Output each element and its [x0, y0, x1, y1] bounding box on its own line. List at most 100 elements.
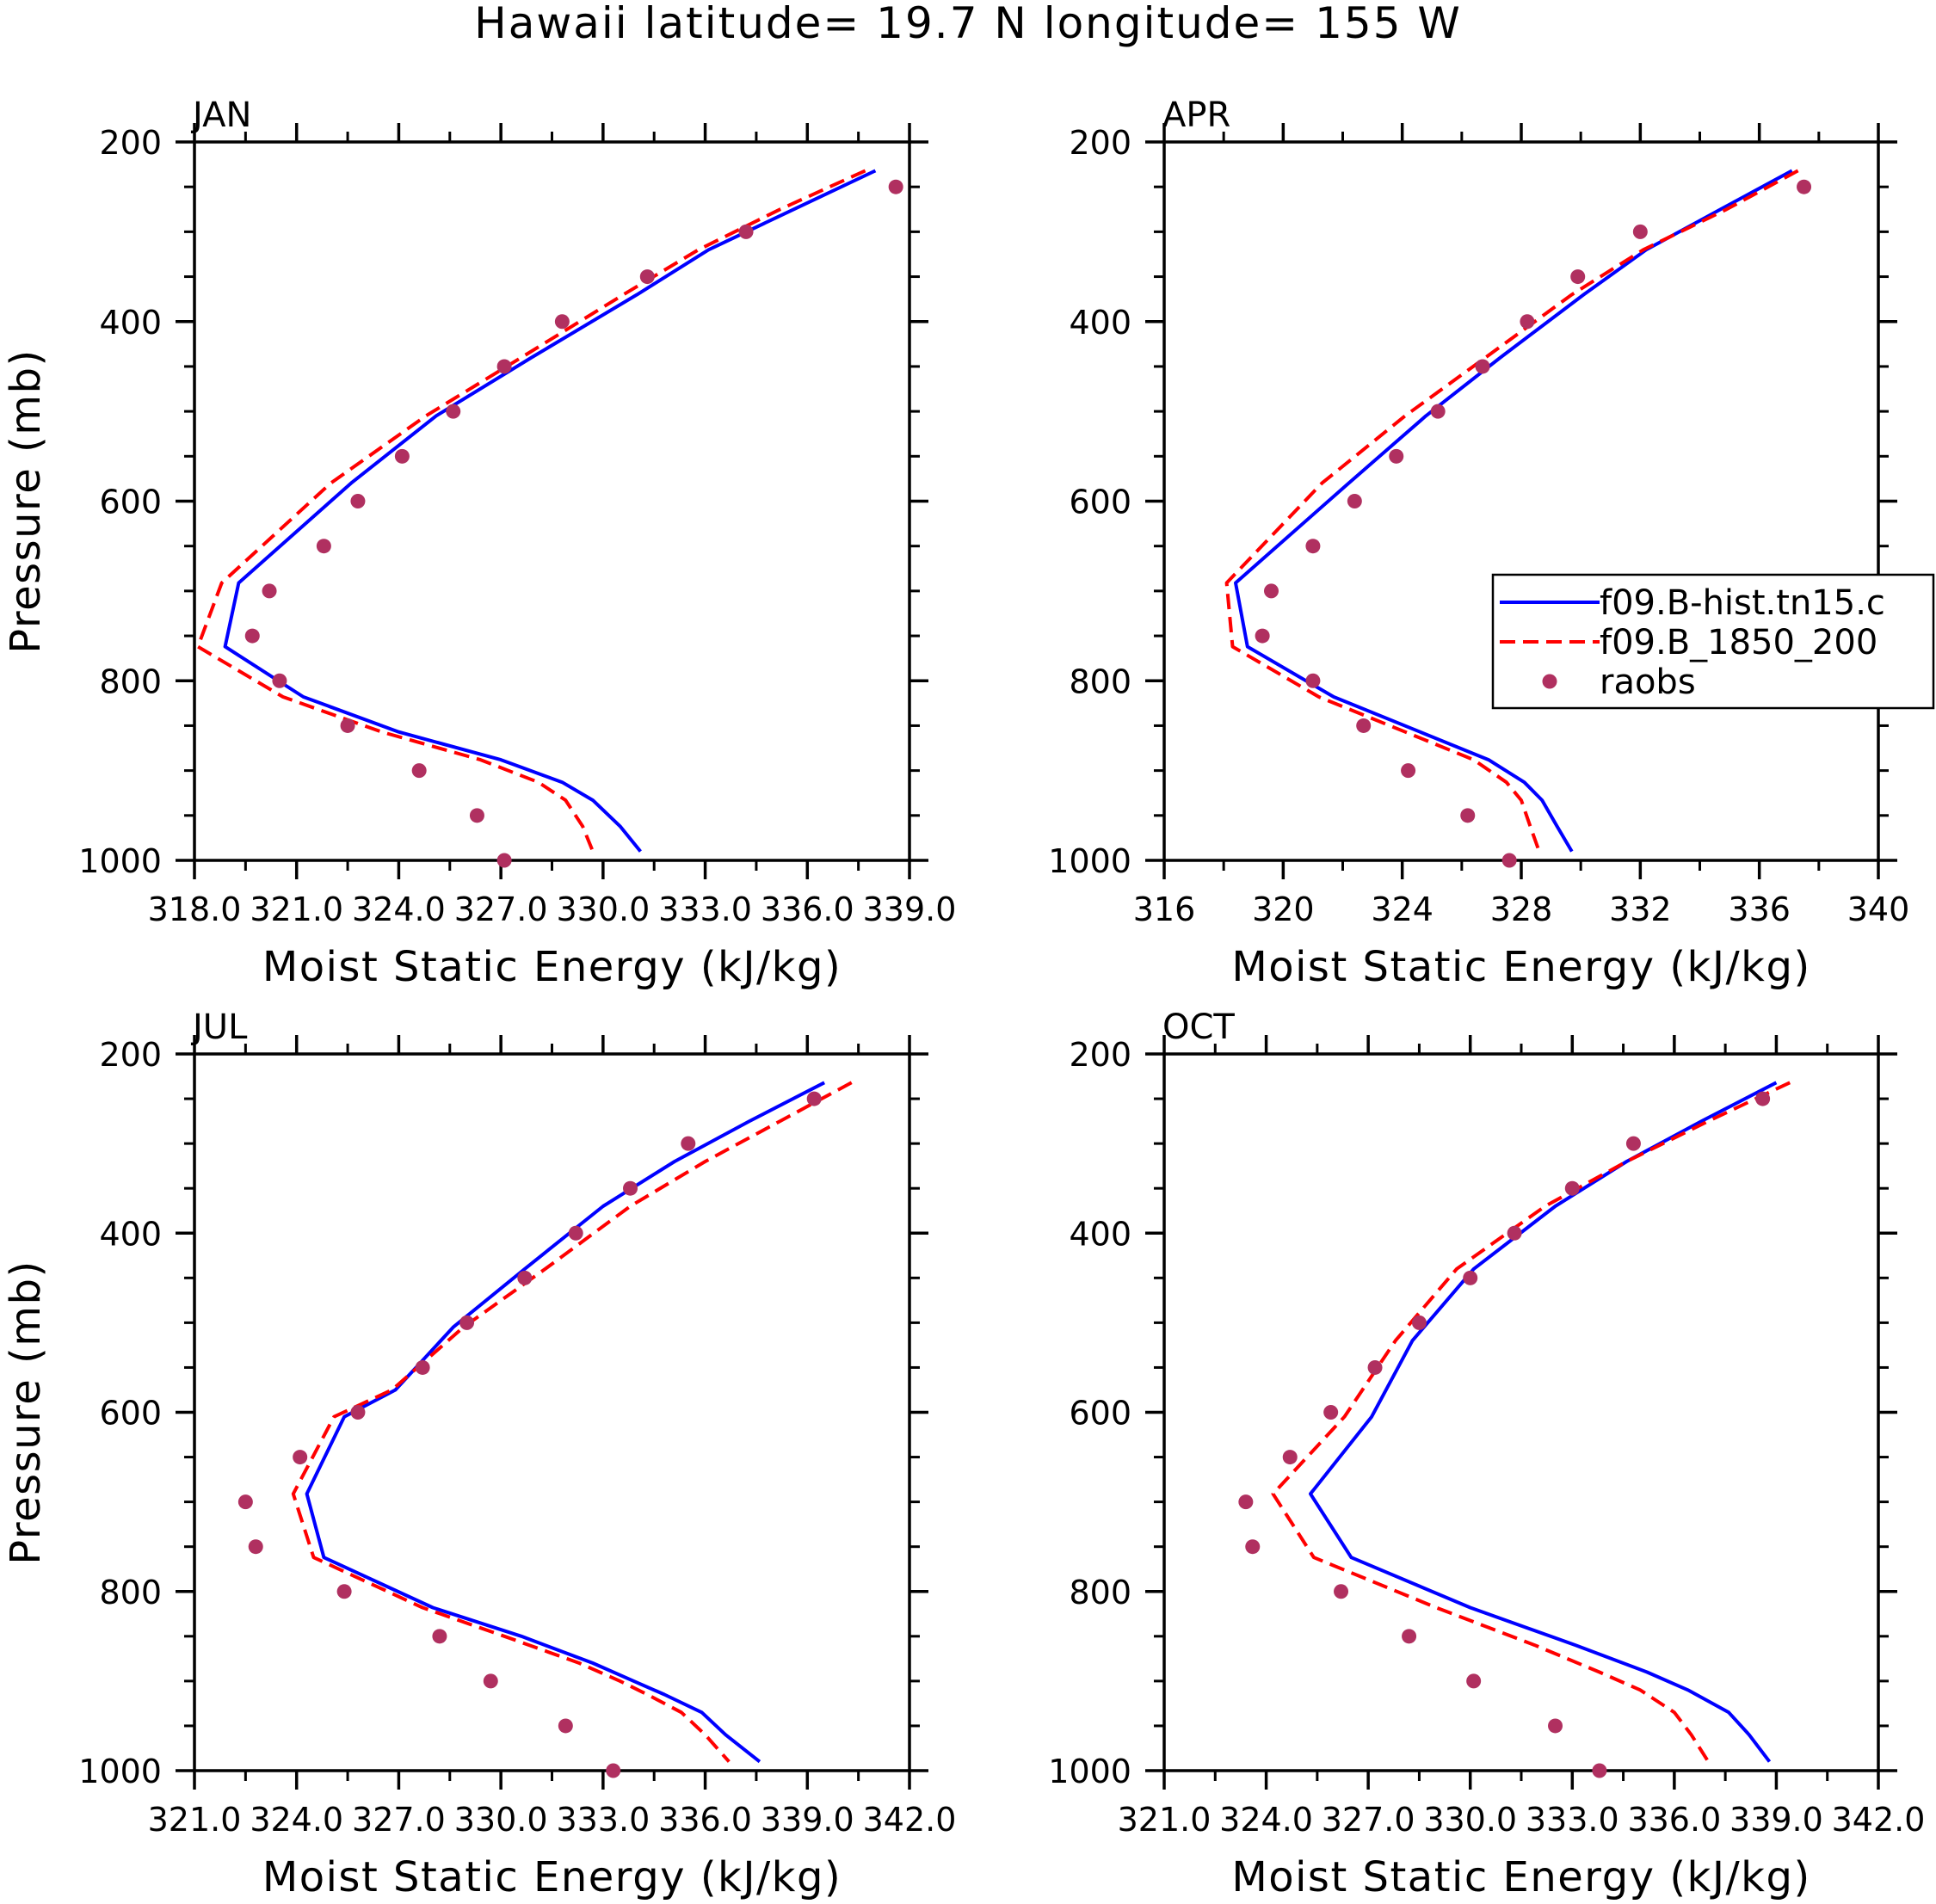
raobs-point: [738, 224, 754, 239]
raobs-point: [1245, 1539, 1261, 1555]
raobs-point: [1797, 179, 1812, 194]
y-tick-label: 1000: [78, 842, 162, 880]
x-tick-label: 330.0: [556, 890, 650, 928]
y-tick-label: 1000: [1048, 1753, 1131, 1790]
y-tick-label: 1000: [78, 1753, 162, 1790]
panel-title: OCT: [1162, 1007, 1235, 1047]
raobs-point: [469, 808, 484, 823]
raobs-point: [1475, 359, 1490, 374]
raobs-point: [606, 1763, 621, 1778]
y-tick-label: 400: [1069, 1215, 1131, 1253]
legend-label: raobs: [1600, 662, 1696, 702]
raobs-point: [1463, 1270, 1478, 1285]
x-tick-label: 324: [1371, 890, 1434, 928]
x-tick-label: 342.0: [863, 1801, 957, 1839]
raobs-point: [1264, 583, 1279, 599]
raobs-point: [272, 673, 287, 688]
raobs-point: [1367, 1359, 1383, 1375]
y-tick-label: 200: [99, 124, 162, 162]
figure-title: Hawaii latitude= 19.7 N longitude= 155 W: [474, 0, 1462, 48]
x-tick-label: 316: [1133, 890, 1196, 928]
x-tick-label: 321.0: [1118, 1801, 1212, 1839]
raobs-point: [1255, 628, 1270, 644]
hist-line: [305, 1081, 826, 1764]
plot-frame: [193, 1052, 911, 1772]
control-line: [196, 169, 866, 853]
raobs-point: [1282, 1450, 1298, 1465]
raobs-point: [1238, 1494, 1254, 1510]
y-axis-title: Pressure (mb): [2, 348, 50, 653]
hist-line: [223, 169, 877, 853]
x-tick-label: 336.0: [761, 890, 854, 928]
y-tick-label: 600: [1069, 484, 1131, 521]
raobs-point: [558, 1718, 573, 1734]
x-tick-label: 324.0: [1219, 1801, 1313, 1839]
x-tick-label: 330.0: [454, 1801, 548, 1839]
raobs-point: [1625, 1136, 1641, 1151]
raobs-point: [1564, 1180, 1580, 1196]
plot-frame: [193, 140, 911, 862]
x-tick-label: 327.0: [352, 1801, 446, 1839]
y-tick-label: 800: [1069, 1574, 1131, 1611]
raobs-point: [496, 853, 512, 868]
control-line: [291, 1081, 853, 1763]
hist-line: [1234, 169, 1793, 853]
plot-frame: [1162, 1052, 1880, 1772]
hist-line: [1309, 1081, 1778, 1763]
raobs-point: [1501, 853, 1517, 868]
y-tick-label: 600: [1069, 1395, 1131, 1433]
x-tick-label: 328: [1490, 890, 1553, 928]
raobs-point: [888, 179, 903, 194]
y-tick-label: 600: [99, 1395, 162, 1433]
x-tick-label: 327.0: [1322, 1801, 1415, 1839]
x-tick-label: 336.0: [658, 1801, 752, 1839]
y-tick-label: 200: [1069, 124, 1131, 162]
raobs-point: [496, 359, 512, 374]
raobs-point: [1356, 718, 1372, 733]
raobs-point: [1520, 314, 1535, 330]
raobs-point: [681, 1136, 696, 1151]
raobs-point: [1570, 269, 1586, 285]
x-axis-title: Moist Static Energy (kJ/kg): [262, 1853, 842, 1901]
legend-label: f09.B-hist.tn15.c: [1600, 583, 1885, 623]
x-tick-label: 333.0: [556, 1801, 650, 1839]
plot-frame: [1162, 140, 1880, 862]
raobs-point: [340, 718, 355, 733]
raobs-point: [1632, 224, 1648, 239]
x-tick-label: 339.0: [1729, 1801, 1823, 1839]
y-tick-label: 800: [1069, 662, 1131, 700]
legend-swatch-raobs: [1542, 674, 1557, 689]
raobs-point: [568, 1225, 583, 1241]
raobs-point: [1305, 673, 1321, 688]
raobs-point: [1411, 1315, 1427, 1330]
raobs-point: [1334, 1584, 1349, 1599]
raobs-point: [806, 1091, 822, 1106]
raobs-point: [1389, 448, 1404, 464]
x-tick-label: 324.0: [352, 890, 446, 928]
raobs-point: [237, 1494, 253, 1510]
x-tick-label: 321.0: [250, 890, 343, 928]
x-tick-label: 318.0: [148, 890, 242, 928]
y-tick-label: 600: [99, 484, 162, 521]
x-tick-label: 321.0: [148, 1801, 242, 1839]
panel-title: JUL: [190, 1007, 248, 1047]
y-tick-label: 200: [99, 1036, 162, 1074]
raobs-point: [262, 583, 277, 599]
raobs-point: [1548, 1718, 1563, 1734]
raobs-point: [1401, 763, 1416, 779]
raobs-point: [248, 1539, 263, 1555]
raobs-point: [1507, 1225, 1522, 1241]
x-tick-label: 333.0: [658, 890, 752, 928]
raobs-point: [1460, 808, 1476, 823]
x-tick-label: 336.0: [1627, 1801, 1721, 1839]
raobs-point: [1755, 1091, 1771, 1106]
raobs-point: [639, 269, 655, 285]
x-tick-label: 340: [1847, 890, 1910, 928]
x-tick-label: 330.0: [1423, 1801, 1517, 1839]
x-tick-label: 342.0: [1832, 1801, 1926, 1839]
raobs-point: [244, 628, 260, 644]
